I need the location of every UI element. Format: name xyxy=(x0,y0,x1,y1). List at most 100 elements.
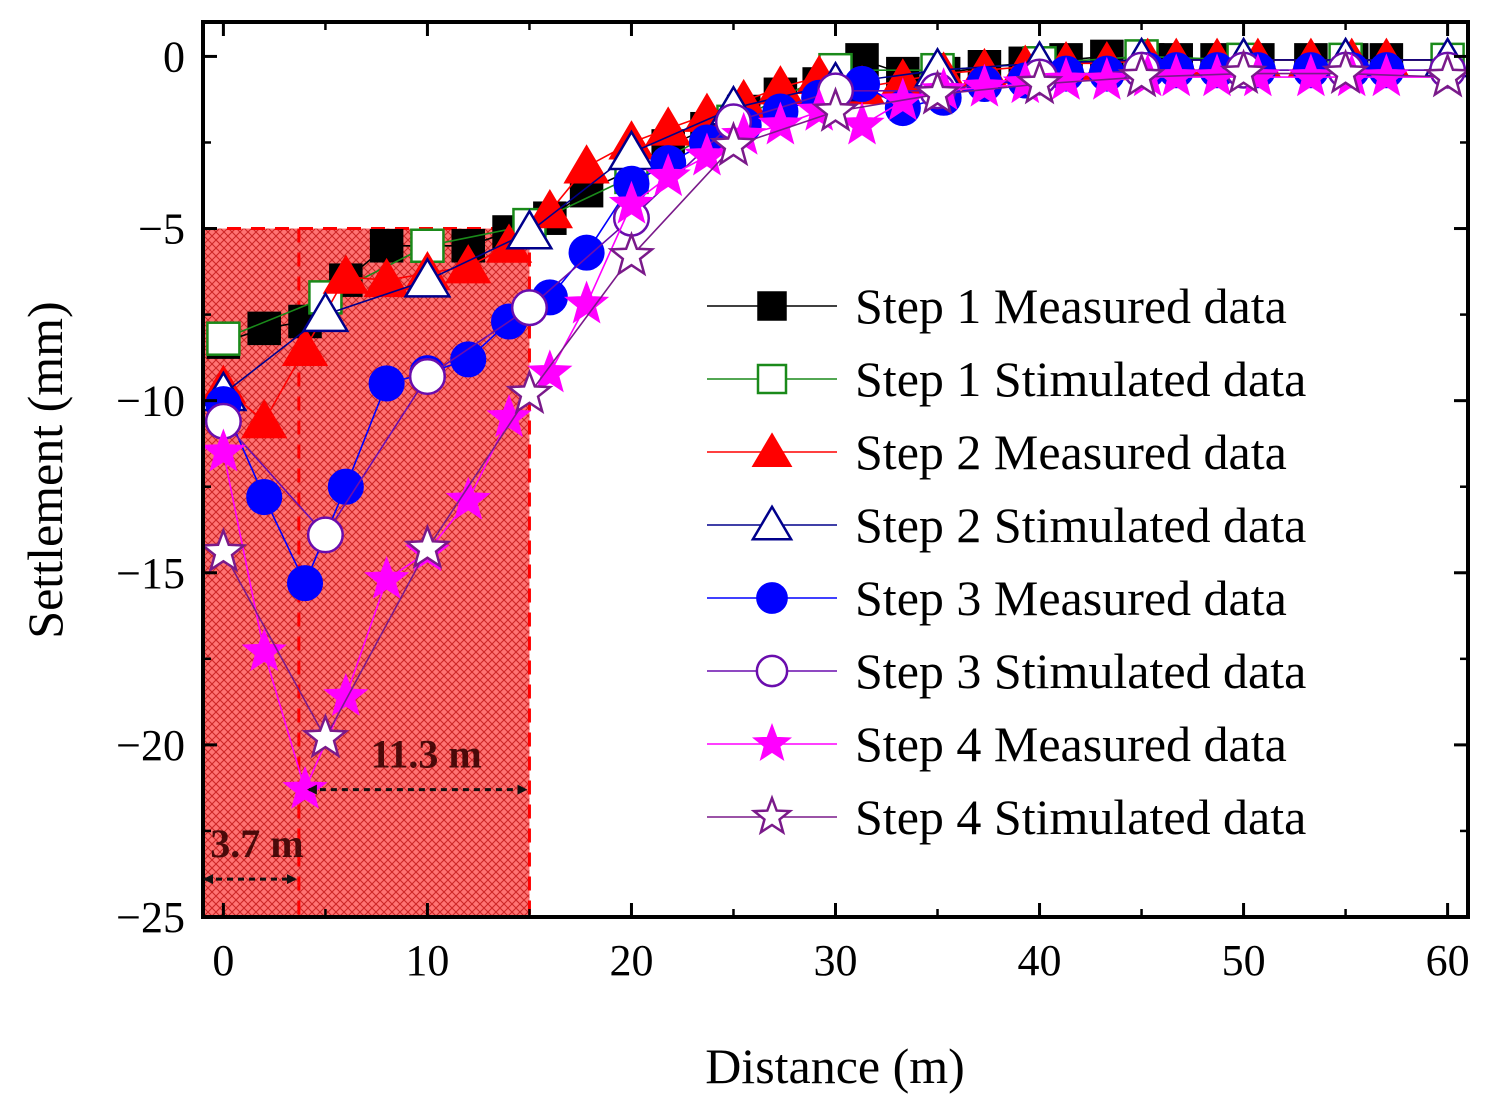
series-4-point-3 xyxy=(403,256,452,298)
annotation-3-7m: 3.7 m xyxy=(210,821,303,866)
legend-entry-7: Step 4 Measured data xyxy=(707,716,1287,772)
series-2-point-1 xyxy=(206,321,241,356)
legend-marker-5 xyxy=(756,582,788,614)
series-7-point-1 xyxy=(203,428,246,472)
series-5-point-4 xyxy=(327,468,364,505)
series-8-point-3 xyxy=(403,523,452,570)
legend-entry-3: Step 2 Measured data xyxy=(707,424,1287,480)
legend-entry-8: Step 4 Stimulated data xyxy=(707,789,1306,845)
annotation-11-3m: 11.3 m xyxy=(371,732,482,777)
series-8 xyxy=(203,48,1468,759)
series-7-point-15 xyxy=(757,101,803,145)
series-7-point-7 xyxy=(445,476,491,520)
legend-label-7: Step 4 Measured data xyxy=(855,716,1287,772)
series-7-point-10 xyxy=(564,280,610,324)
series-3-point-10 xyxy=(563,144,610,184)
y-tick-label-5: −25 xyxy=(116,893,185,942)
y-tick-label-2: −10 xyxy=(116,377,185,426)
series-8-point-13 xyxy=(1423,51,1468,98)
series-1-point-5 xyxy=(369,229,404,263)
series-3-point-5 xyxy=(363,257,410,298)
legend-marker-1 xyxy=(757,291,787,321)
legend-label-5: Step 3 Measured data xyxy=(855,570,1287,626)
series-7-point-2 xyxy=(241,628,287,672)
series-7-point-22 xyxy=(1043,56,1089,100)
x-tick-label-0: 0 xyxy=(212,936,234,985)
series-7-point-28 xyxy=(1288,53,1334,97)
series-8-point-6 xyxy=(709,120,758,167)
legend-label-3: Step 2 Measured data xyxy=(855,424,1287,480)
series-8-point-8 xyxy=(913,69,962,115)
series-7-point-9 xyxy=(527,349,573,393)
legend-label-6: Step 3 Stimulated data xyxy=(855,643,1306,699)
series-7-point-5 xyxy=(364,555,410,599)
series-6-point-4 xyxy=(510,289,548,327)
series-5-point-2 xyxy=(246,479,283,516)
x-tick-label-40: 40 xyxy=(1018,936,1062,985)
series-6-point-2 xyxy=(306,516,344,554)
legend: Step 1 Measured data Step 1 Stimulated da… xyxy=(707,278,1306,845)
series-7-point-11 xyxy=(608,180,655,224)
legend-entry-4: Step 2 Stimulated data xyxy=(707,497,1306,553)
series-3-point-9 xyxy=(526,189,574,229)
y-tick-label-3: −15 xyxy=(116,549,185,598)
legend-label-1: Step 1 Measured data xyxy=(855,278,1287,334)
legend-marker-3 xyxy=(751,432,793,467)
series-8-point-1 xyxy=(203,526,248,573)
series-8-point-9 xyxy=(1015,58,1064,105)
series-7-point-20 xyxy=(961,63,1008,107)
legend-label-4: Step 2 Stimulated data xyxy=(855,497,1306,553)
y-tick-label-4: −20 xyxy=(116,721,185,770)
x-tick-label-60: 60 xyxy=(1426,936,1470,985)
series-7-point-12 xyxy=(645,153,691,197)
series-8-point-12 xyxy=(1321,48,1370,94)
series-7-point-18 xyxy=(880,77,926,121)
series-3-point-4 xyxy=(322,254,369,294)
series-3-point-12 xyxy=(645,106,692,146)
legend-marker-6 xyxy=(755,654,789,688)
series-layer xyxy=(203,36,1468,809)
series-7-point-23 xyxy=(1084,56,1130,100)
series-7-point-4 xyxy=(323,672,369,716)
legend-label-8: Step 4 Stimulated data xyxy=(855,789,1306,845)
legend-marker-7 xyxy=(751,722,793,762)
legend-entry-5: Step 3 Measured data xyxy=(707,570,1287,626)
series-7-point-8 xyxy=(486,394,532,438)
series-6-point-3 xyxy=(408,358,446,396)
legend-entry-1: Step 1 Measured data xyxy=(707,278,1287,334)
x-tick-label-10: 10 xyxy=(405,936,449,985)
legend-label-2: Step 1 Stimulated data xyxy=(855,351,1306,407)
legend-marker-8 xyxy=(750,794,794,836)
legend-entry-6: Step 3 Stimulated data xyxy=(707,643,1306,699)
series-8-point-10 xyxy=(1117,51,1166,98)
x-tick-label-30: 30 xyxy=(814,936,858,985)
legend-marker-4 xyxy=(750,504,794,541)
series-5-point-3 xyxy=(286,565,324,602)
series-8-point-4 xyxy=(505,368,554,415)
series-5-point-10 xyxy=(568,234,605,271)
series-8-point-2 xyxy=(301,712,350,759)
x-tick-label-20: 20 xyxy=(609,936,653,985)
series-3-point-7 xyxy=(445,244,492,284)
series-7-point-3 xyxy=(282,765,328,809)
x-tick-label-50: 50 xyxy=(1222,936,1266,985)
series-3-point-3 xyxy=(281,326,329,366)
series-4-point-4 xyxy=(505,208,554,250)
legend-marker-2 xyxy=(756,363,788,395)
series-8-point-5 xyxy=(607,230,656,277)
series-3-point-2 xyxy=(241,399,288,439)
series-4-point-2 xyxy=(301,291,350,333)
y-tick-label-1: −5 xyxy=(138,205,185,254)
series-7-point-13 xyxy=(684,132,730,176)
y-axis-title: Settlement (mm) xyxy=(17,301,73,638)
series-5-point-7 xyxy=(450,341,487,378)
series-8-point-11 xyxy=(1219,48,1268,94)
annotation-layer: 11.3 m 3.7 m xyxy=(203,732,528,885)
series-8-point-7 xyxy=(811,86,860,132)
series-5-point-5 xyxy=(368,365,405,402)
axis-layer: 0 10 20 30 40 50 60 0 −5 −10 −15 −20 −25 xyxy=(116,20,1470,985)
x-axis-title: Distance (m) xyxy=(705,1038,965,1094)
legend-entry-2: Step 1 Stimulated data xyxy=(707,351,1306,407)
y-tick-label-0: 0 xyxy=(163,32,185,81)
